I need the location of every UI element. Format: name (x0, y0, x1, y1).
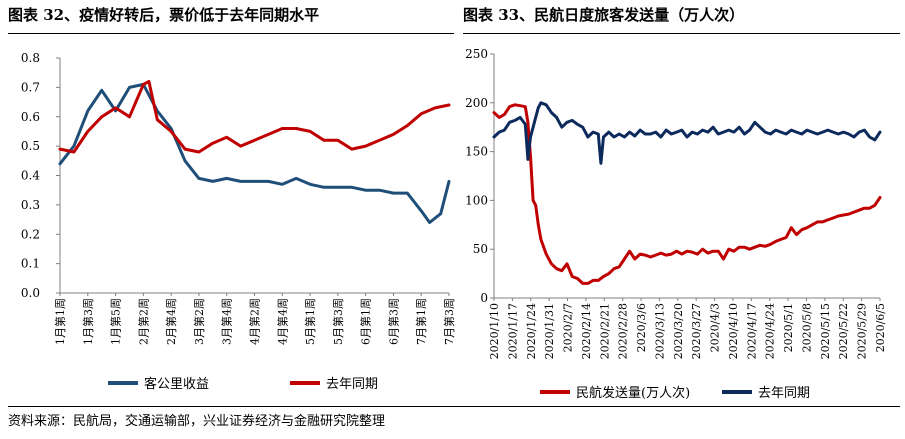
left-x-tick-label: 2月第2周 (136, 298, 150, 345)
left-x-tick-label: 2月第4周 (164, 298, 178, 345)
right-x-tick-label: 2020/2/7 (562, 303, 575, 352)
source-note: 资料来源：民航局，交通运输部，兴业证券经济与金融研究院整理 (8, 414, 386, 429)
source-rule (8, 406, 900, 407)
right-y-tick-label: 0 (480, 291, 488, 305)
left-x-tick-label: 7月第3周 (442, 298, 456, 345)
left-x-tick-label: 4月第2周 (248, 298, 262, 345)
right-x-tick-label: 2020/1/31 (543, 303, 556, 359)
right-x-tick-label: 2020/5/8 (800, 303, 813, 352)
left-x-tick-label: 6月第1周 (359, 298, 373, 345)
left-legend-label-2: 去年同期 (326, 377, 378, 392)
right-x-tick-label: 2020/1/24 (525, 303, 538, 359)
right-x-tick-label: 2020/4/17 (745, 303, 758, 359)
left-title-rule (8, 33, 454, 34)
right-x-tick-label: 2020/4/24 (764, 303, 777, 359)
left-x-tick-label: 1月第1周 (53, 298, 67, 345)
left-y-tick-label: 0.1 (21, 257, 40, 271)
left-x-tick-label: 3月第2周 (192, 298, 206, 345)
left-y-tick-label: 0.8 (21, 51, 40, 65)
left-series-line-2 (58, 80, 451, 154)
right-y-tick-label: 150 (465, 145, 488, 159)
right-y-tick-label: 250 (465, 47, 488, 61)
right-x-tick-label: 2020/3/20 (672, 303, 685, 359)
right-x-tick-label: 2020/1/17 (506, 303, 519, 359)
right-x-tick-label: 2020/5/29 (856, 303, 869, 359)
right-legend-label-2: 去年同期 (758, 386, 810, 401)
right-y-tick-label: 50 (473, 242, 488, 256)
right-x-tick-label: 2020/2/14 (580, 303, 593, 359)
right-x-tick-label: 2020/4/3 (709, 303, 722, 352)
left-legend-label-1: 客公里收益 (144, 376, 209, 392)
right-legend-label-1: 民航发送量(万人次) (576, 385, 690, 401)
left-x-tick-label: 5月第3周 (331, 298, 345, 345)
left-x-tick-label: 3月第4周 (220, 298, 234, 345)
left-y-tick-label: 0.6 (21, 110, 40, 124)
left-x-tick-label: 1月第5周 (109, 298, 123, 345)
right-series-line-2 (492, 101, 882, 165)
right-title-rule (463, 33, 900, 34)
left-y-tick-label: 0.4 (21, 169, 40, 183)
left-y-tick-label: 0.3 (21, 198, 40, 212)
left-x-tick-label: 1月第3周 (81, 298, 95, 345)
right-x-tick-label: 2020/1/10 (488, 303, 501, 359)
left-y-tick-label: 0.5 (21, 139, 40, 153)
right-y-tick-label: 100 (465, 193, 488, 207)
right-x-tick-label: 2020/5/1 (782, 303, 795, 352)
left-series-line-1 (58, 82, 451, 224)
right-series-line-1 (492, 103, 882, 285)
left-x-tick-label: 5月第1周 (303, 298, 317, 345)
right-x-tick-label: 2020/3/13 (653, 303, 666, 359)
left-y-tick-label: 0.2 (21, 227, 40, 241)
left-y-tick-label: 0.7 (21, 80, 40, 94)
left-x-tick-label: 7月第1周 (414, 298, 428, 345)
left-x-tick-label: 4月第4周 (275, 298, 289, 345)
right-x-tick-label: 2020/3/27 (690, 303, 703, 359)
right-x-tick-label: 2020/3/6 (635, 303, 648, 352)
chart-left-title: 图表 32、疫情好转后，票价低于去年同期水平 (8, 6, 320, 24)
right-x-tick-label: 2020/5/15 (819, 303, 832, 359)
right-y-tick-label: 200 (465, 96, 488, 110)
right-x-tick-label: 2020/2/21 (598, 303, 611, 359)
chart-right-title: 图表 33、民航日度旅客发送量（万人次） (463, 6, 745, 24)
left-x-tick-label: 6月第3周 (386, 298, 400, 345)
right-x-tick-label: 2020/2/28 (617, 303, 630, 359)
right-x-tick-label: 2020/6/5 (874, 303, 887, 352)
right-x-tick-label: 2020/4/10 (727, 303, 740, 359)
left-y-tick-label: 0.0 (21, 286, 40, 300)
right-x-tick-label: 2020/5/22 (837, 303, 850, 359)
